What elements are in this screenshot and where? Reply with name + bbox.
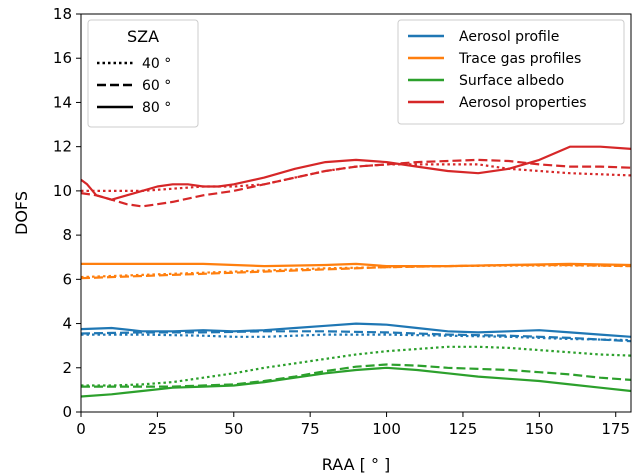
series-line-aerosol-properties-dotted <box>81 163 631 192</box>
legend-quantities-box <box>397 19 625 125</box>
x-tick-label: 75 <box>301 420 320 438</box>
legend-quantity-label: Trace gas profiles <box>458 51 581 67</box>
x-axis-title: RAA [ ° ] <box>322 455 391 474</box>
y-tick-label: 0 <box>62 403 72 421</box>
x-tick-label: 150 <box>525 420 554 438</box>
series-layer <box>81 145 631 398</box>
axes-layer: 0 25 50 75 100 125 150 175 0 2 4 6 8 10 12 14 16 18 <box>53 5 632 438</box>
x-tick-label: 0 <box>76 420 86 438</box>
y-axis-title: DOFS <box>12 191 31 235</box>
y-tick-label: 16 <box>53 49 72 67</box>
plot-frame <box>80 13 632 413</box>
series-line-aerosol-profile-dashed <box>81 330 631 343</box>
series-line-surface-albedo-dashed <box>81 363 631 388</box>
y-tick-label: 8 <box>62 226 72 244</box>
series-line-trace-gas-profiles-dotted <box>81 264 631 279</box>
x-tick-label: 175 <box>601 420 630 438</box>
y-tick-label: 2 <box>62 359 72 377</box>
y-tick-label: 4 <box>62 315 72 333</box>
series-line-aerosol-properties-solid <box>81 145 631 201</box>
series-line-surface-albedo-dotted <box>81 345 631 387</box>
legend-sza-label: 40 ° <box>142 56 171 72</box>
series-line-aerosol-properties-dashed <box>81 158 631 208</box>
x-tick-label: 50 <box>224 420 243 438</box>
legend-sza-box <box>87 19 199 128</box>
legend-sza-label: 80 ° <box>142 100 171 116</box>
y-tick-label: 10 <box>53 182 72 200</box>
legend-quantity-label: Aerosol profile <box>459 29 559 45</box>
legend-sza-label: 60 ° <box>142 78 171 94</box>
series-line-aerosol-profile-dotted <box>81 333 631 342</box>
legend-layer: SZA 40 ° 60 ° 80 ° Aerosol profile Trace gas … <box>87 19 625 128</box>
x-tick-label: 125 <box>449 420 478 438</box>
x-tick-label: 25 <box>148 420 167 438</box>
y-tick-label: 12 <box>53 138 72 156</box>
x-tick-label: 100 <box>372 420 401 438</box>
legend-quantity-label: Aerosol properties <box>459 95 587 111</box>
y-tick-label: 14 <box>53 93 72 111</box>
legend-sza-title: SZA <box>127 27 159 46</box>
legend-quantity-label: Surface albedo <box>459 73 564 89</box>
y-tick-label: 18 <box>53 5 72 23</box>
y-tick-label: 6 <box>62 270 72 288</box>
